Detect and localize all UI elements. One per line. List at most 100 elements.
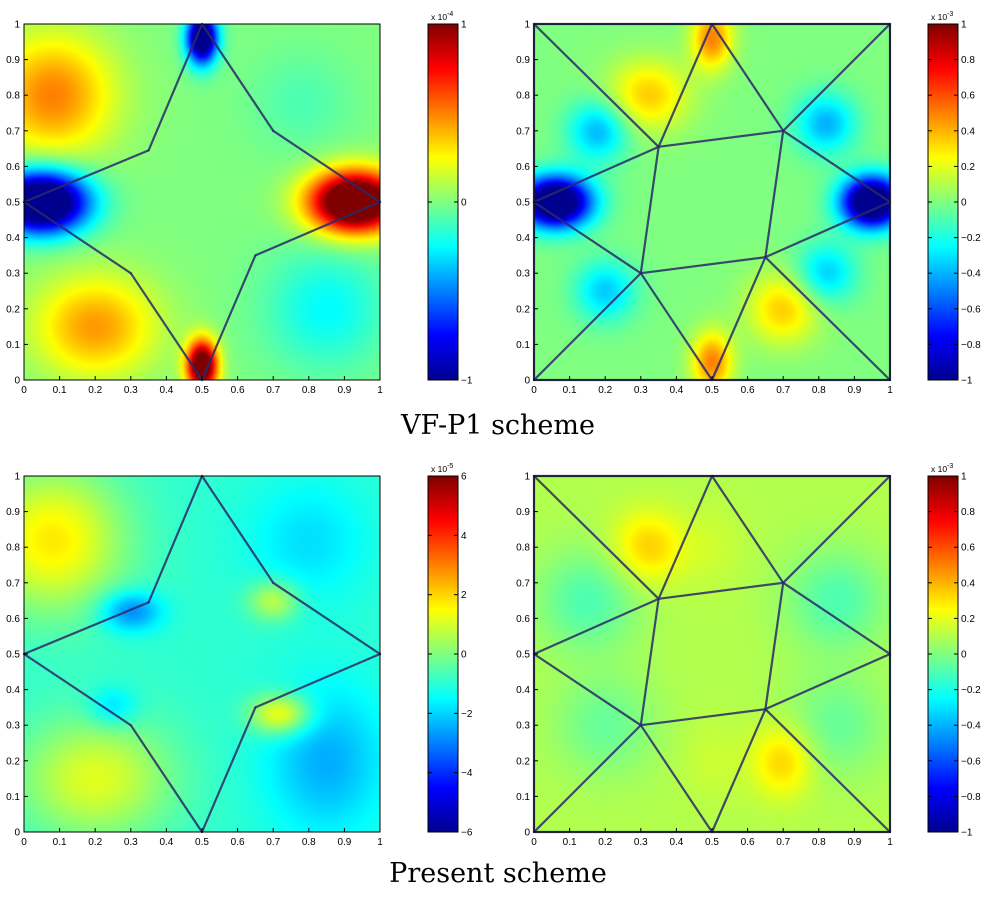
- y-tick-label: 0.7: [516, 126, 530, 137]
- y-tick-label: 0.8: [6, 543, 20, 554]
- mesh-edge: [532, 272, 642, 382]
- mesh-edge: [272, 581, 382, 656]
- colorbar-tick-label: 6: [461, 472, 467, 483]
- colorbar-tick-label: 0.2: [961, 162, 975, 173]
- y-tick-label: 0.9: [6, 55, 20, 66]
- y-tick-label: 0.4: [516, 685, 530, 696]
- mesh-edge: [764, 581, 785, 711]
- mesh-edge: [200, 474, 275, 584]
- x-tick-label: 0.4: [669, 385, 683, 396]
- mesh-edge: [200, 22, 275, 132]
- mesh-edge: [782, 581, 892, 656]
- colorbar-tick-label: 0.6: [961, 543, 975, 554]
- colorbar-tick-label: −0.8: [961, 340, 981, 351]
- y-tick-label: 0.3: [516, 721, 530, 732]
- x-tick-label: 0.9: [337, 385, 351, 396]
- y-tick-label: 0.4: [6, 685, 20, 696]
- y-tick-label: 0.2: [6, 304, 20, 315]
- mesh-edge: [532, 652, 642, 727]
- mesh-edge: [129, 724, 204, 834]
- mesh-edge: [657, 581, 785, 600]
- mesh-edge: [22, 601, 150, 656]
- mesh-edge: [782, 129, 892, 204]
- x-tick-label: 0.3: [124, 385, 138, 396]
- x-tick-label: 0.1: [563, 837, 577, 848]
- mesh-edge: [532, 145, 660, 204]
- y-tick-label: 0.5: [6, 650, 20, 661]
- y-tick-label: 0.1: [516, 340, 530, 351]
- y-tick-label: 0.8: [516, 543, 530, 554]
- mesh-edge: [710, 708, 767, 834]
- mesh-edge: [639, 597, 660, 727]
- y-tick-label: 0.3: [6, 269, 20, 280]
- x-tick-label: 0.1: [563, 385, 577, 396]
- mesh-edge: [710, 22, 785, 132]
- mesh-edge: [764, 708, 892, 834]
- colorbar-exponent: x 10-4: [431, 11, 453, 22]
- mesh-edge: [129, 272, 204, 382]
- y-tick-label: 0.6: [6, 162, 20, 173]
- mesh-edge: [639, 724, 714, 834]
- colorbar-tick-label: −0.2: [961, 685, 981, 696]
- mesh-edge: [200, 706, 257, 834]
- x-tick-label: 0.4: [669, 837, 683, 848]
- mesh-edge: [22, 149, 150, 204]
- x-tick-label: 0.8: [812, 385, 826, 396]
- x-tick-label: 0.6: [741, 385, 755, 396]
- y-tick-label: 0: [14, 828, 20, 839]
- colorbar-tick-label: 0.8: [961, 55, 975, 66]
- colorbar-tick-label: 0: [961, 650, 967, 661]
- colorbar-tick-label: 0: [961, 198, 967, 209]
- x-tick-label: 1: [377, 837, 383, 848]
- colorbar-tick-label: 2: [461, 590, 467, 601]
- mesh-edge: [764, 652, 892, 711]
- y-tick-label: 0.5: [516, 198, 530, 209]
- colorbar-tick-label: 4: [461, 531, 467, 542]
- colorbar-tick-label: 1: [961, 20, 967, 31]
- x-tick-label: 0.3: [634, 385, 648, 396]
- mesh-edge: [254, 652, 382, 709]
- y-tick-label: 0.2: [516, 304, 530, 315]
- colorbar-tick-label: −0.2: [961, 233, 981, 244]
- x-tick-label: 0.7: [776, 837, 790, 848]
- y-tick-label: 0.8: [516, 91, 530, 102]
- colorbar-exponent: x 10-5: [431, 463, 453, 474]
- heatmap-field-3: [24, 476, 380, 832]
- colorbar-tick-label: −1: [961, 828, 973, 839]
- colorbar-tick-label: 0: [461, 198, 467, 209]
- x-tick-label: 0.9: [847, 837, 861, 848]
- mesh-edge: [657, 22, 714, 148]
- y-tick-label: 0.3: [516, 269, 530, 280]
- colorbar-tick-label: −1: [961, 376, 973, 387]
- mesh-edge: [532, 597, 660, 656]
- colorbar-exponent-base: x 10: [431, 12, 447, 22]
- x-tick-label: 1: [887, 385, 893, 396]
- x-tick-label: 1: [377, 385, 383, 396]
- mesh-edge: [639, 145, 660, 275]
- x-tick-label: 0.8: [302, 385, 316, 396]
- x-tick-label: 0.8: [302, 837, 316, 848]
- mesh-edge: [657, 129, 785, 148]
- x-tick-label: 0.9: [337, 837, 351, 848]
- y-tick-label: 1: [524, 472, 530, 483]
- colorbar-tick-label: −0.8: [961, 792, 981, 803]
- mesh-edge: [200, 254, 257, 382]
- mesh-edge: [639, 708, 767, 727]
- colorbar-tick-label: −0.6: [961, 304, 981, 315]
- y-tick-label: 0.7: [516, 578, 530, 589]
- y-tick-label: 0.6: [516, 162, 530, 173]
- mesh-edge: [272, 129, 382, 204]
- mesh-edge: [710, 256, 767, 382]
- x-tick-label: 0.7: [266, 385, 280, 396]
- x-tick-label: 0: [531, 837, 537, 848]
- y-tick-label: 0.4: [6, 233, 20, 244]
- mesh-edge: [532, 200, 642, 275]
- colorbar-exponent-base: x 10: [431, 464, 447, 474]
- y-tick-label: 1: [14, 472, 20, 483]
- heatmap-panel-1: 0 0.1 0.2 0.3 0.4 0.5 0.6 0.7 0.8 0.9 1 0 0.1 0.2 0.3 0…: [6, 11, 473, 396]
- mesh-edge: [147, 22, 204, 152]
- y-tick-label: 0.1: [516, 792, 530, 803]
- y-tick-label: 0.4: [516, 233, 530, 244]
- colorbar-tick-label: 0.2: [961, 614, 975, 625]
- colorbar-exponent-power: -4: [447, 11, 453, 18]
